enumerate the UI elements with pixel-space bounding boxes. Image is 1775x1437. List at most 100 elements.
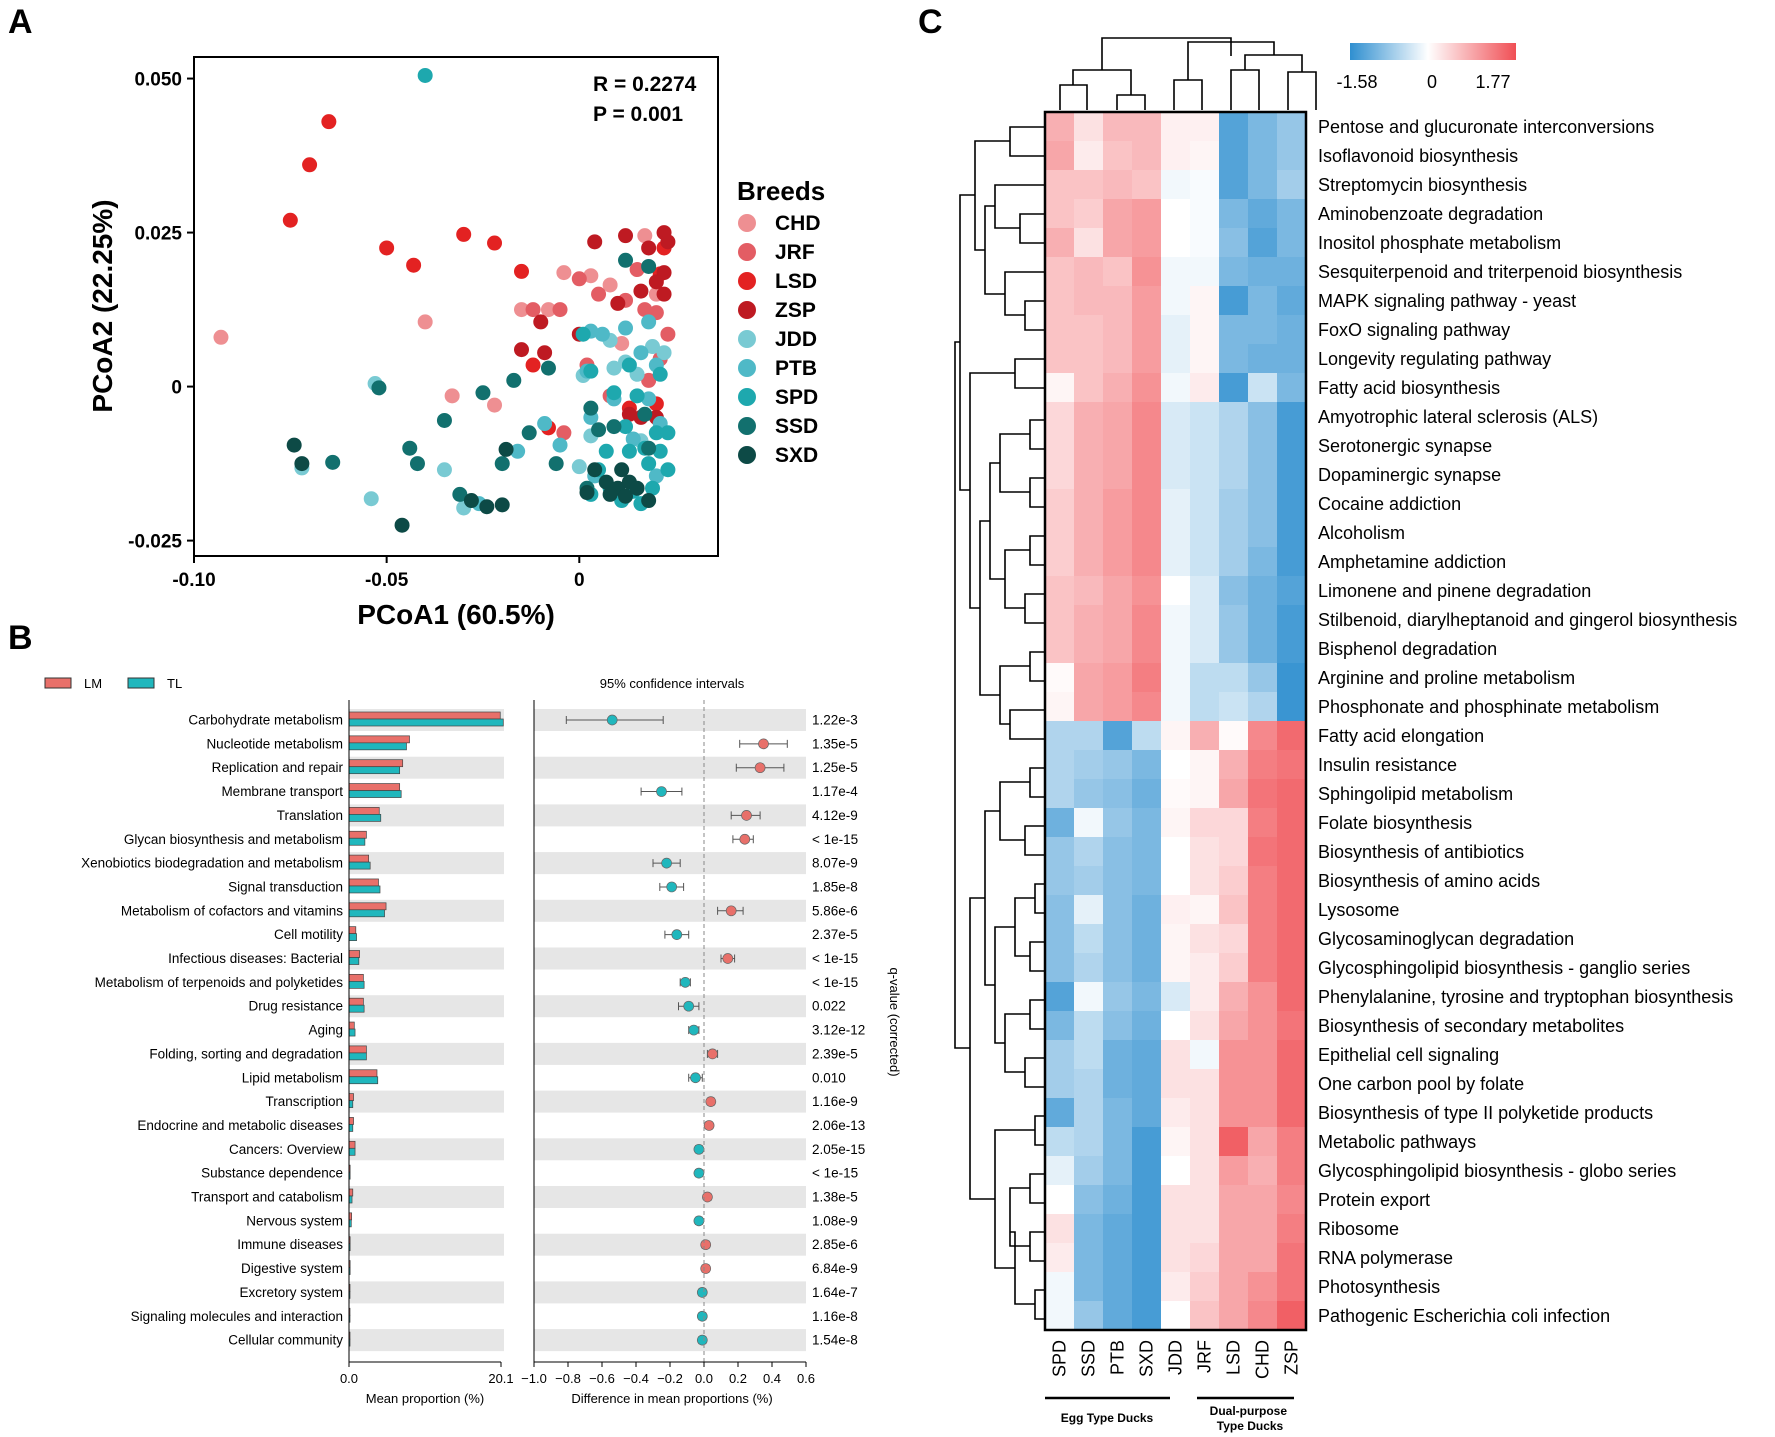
heatmap-cell: [1074, 663, 1104, 693]
heatmap-cell: [1132, 1127, 1162, 1157]
pcoa-point-ssd: [494, 456, 510, 472]
diff-row-stripe: [534, 709, 806, 731]
heatmap-cell: [1161, 808, 1191, 838]
pcoa-point-spd: [575, 326, 591, 342]
heatmap-cell: [1103, 1127, 1133, 1157]
heatmap-cell: [1277, 808, 1307, 838]
row-dendro-link: [1029, 941, 1045, 972]
row-dendro-link: [974, 140, 1010, 251]
heatmap-column-label-sxd: SXD: [1137, 1340, 1157, 1377]
heatmap-cell: [1161, 112, 1191, 142]
heatmap-cell: [1074, 170, 1104, 200]
stamp-row-stripes: [349, 709, 806, 1352]
heatmap-cell: [1277, 605, 1307, 635]
heatmap-cell: [1190, 1098, 1220, 1128]
heatmap-cell: [1161, 1272, 1191, 1302]
heatmap-cell: [1161, 750, 1191, 780]
heatmap-cell: [1219, 315, 1249, 345]
heatmap-cell: [1277, 1127, 1307, 1157]
heatmap-cell: [1277, 460, 1307, 490]
pcoa-point-chd: [540, 302, 556, 318]
heatmap-cell: [1132, 895, 1162, 925]
heatmap-cell: [1103, 170, 1133, 200]
heatmap-cell: [1074, 1127, 1104, 1157]
heatmap-cell: [1190, 576, 1220, 606]
heatmap-cell: [1248, 605, 1278, 635]
heatmap-cell: [1132, 402, 1162, 432]
heatmap-cell: [1219, 1272, 1249, 1302]
heatmap-cell: [1103, 750, 1133, 780]
heatmap-row-label: Inositol phosphate metabolism: [1318, 233, 1561, 253]
heatmap-cell: [1045, 228, 1075, 258]
heatmap-cell: [1277, 286, 1307, 316]
tl-bar: [348, 909, 385, 918]
heatmap-cell: [1132, 837, 1162, 867]
heatmap-cell: [1277, 547, 1307, 577]
heatmap-cell: [1161, 170, 1191, 200]
q-value: 8.07e-9: [812, 856, 858, 871]
heatmap-cell: [1103, 924, 1133, 954]
heatmap-cell: [1277, 576, 1307, 606]
heatmap-cell: [1248, 315, 1278, 345]
heatmap-cell: [1190, 286, 1220, 316]
category-label: Metabolism of terpenoids and polyketides: [95, 975, 344, 990]
q-value: < 1e-15: [812, 951, 858, 966]
heatmap-cell: [1103, 315, 1133, 345]
heatmap-cell: [1132, 547, 1162, 577]
heatmap-cell: [1277, 779, 1307, 809]
pcoa-point-chd: [556, 265, 572, 281]
heatmap-cell: [1190, 199, 1220, 229]
heatmap-cell: [1190, 1185, 1220, 1215]
tl-bar: [348, 718, 504, 727]
row-dendro-link: [1034, 1289, 1045, 1320]
pcoa-point-sxd: [641, 493, 657, 509]
legend-label-chd: CHD: [775, 212, 821, 235]
heatmap-panel: -1.58 0 1.77: [954, 37, 1737, 1433]
category-label: Cancers: Overview: [229, 1142, 343, 1157]
heatmap-cell: [1074, 750, 1104, 780]
q-value: < 1e-15: [812, 1166, 858, 1181]
pcoa-legend-title: Breeds: [737, 176, 825, 206]
difference-point: [693, 1143, 705, 1155]
heatmap-cell: [1248, 953, 1278, 983]
pcoa-point-zsp: [514, 342, 529, 358]
pcoa-point-lsd: [514, 263, 529, 279]
row-dendro-link: [969, 897, 995, 1200]
pcoa-point-spd: [641, 456, 657, 472]
heatmap-cell: [1045, 199, 1075, 229]
q-value: 1.17e-4: [812, 784, 858, 799]
bar-row-stripe: [349, 899, 504, 922]
pcoa-point-jdd: [656, 345, 672, 361]
heatmap-row-label: Dopaminergic synapse: [1318, 465, 1501, 485]
bar-row-stripe: [349, 804, 504, 827]
heatmap-cell: [1103, 1301, 1133, 1331]
heatmap-column-label-lsd: LSD: [1224, 1340, 1244, 1375]
heatmap-cell: [1074, 460, 1104, 490]
heatmap-cell: [1219, 1185, 1249, 1215]
heatmap-cell: [1045, 286, 1075, 316]
heatmap-cell: [1132, 576, 1162, 606]
heatmap-cell: [1103, 547, 1133, 577]
col-dendro-link: [1173, 79, 1203, 110]
heatmap-cell: [1103, 1243, 1133, 1273]
lm-bar: [348, 830, 367, 839]
heatmap-cell: [1190, 1272, 1220, 1302]
heatmap-cell: [1190, 1214, 1220, 1244]
heatmap-cell: [1248, 547, 1278, 577]
pcoa-point-jrf: [571, 271, 587, 287]
tl-bar: [348, 1100, 354, 1108]
pcoa-point-zsp: [610, 295, 626, 311]
heatmap-cell: [1190, 866, 1220, 896]
heatmap-cell: [1074, 924, 1104, 954]
legend-label-lsd: LSD: [775, 270, 817, 293]
heatmap-cell: [1074, 1185, 1104, 1215]
heatmap-cell: [1219, 721, 1249, 751]
heatmap-cell: [1248, 1185, 1278, 1215]
heatmap-cell: [1103, 489, 1133, 519]
row-dendro-link: [1029, 1173, 1045, 1204]
heatmap-cell: [1248, 489, 1278, 519]
heatmap-cell: [1277, 199, 1307, 229]
category-label: Xenobiotics biodegradation and metabolis…: [81, 856, 343, 871]
heatmap-cell: [1161, 1156, 1191, 1186]
difference-tick-label: −0.2: [657, 1371, 683, 1386]
